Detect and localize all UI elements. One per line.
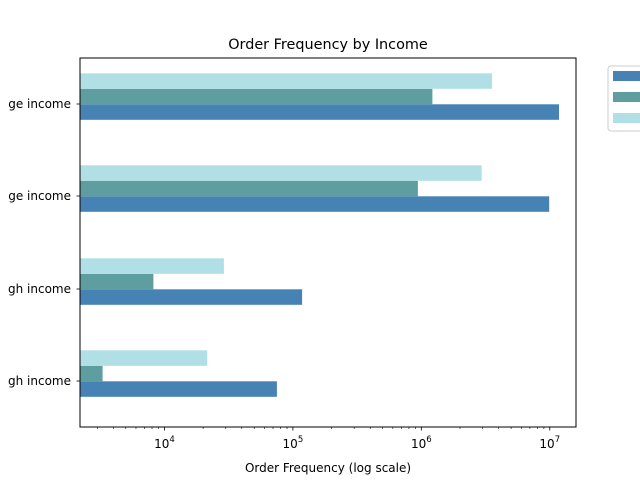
bar-series3-2 [80, 165, 482, 181]
bar-series1-2 [80, 196, 550, 212]
x-tick-label: 104 [154, 435, 175, 451]
bar-series1-1 [80, 104, 559, 120]
legend [607, 65, 640, 132]
x-tick-label: 105 [283, 435, 304, 451]
y-tick-label: ge income [8, 97, 71, 111]
legend-swatch-1 [613, 71, 640, 81]
bar-series2-2 [80, 180, 418, 197]
x-tick-label: 106 [411, 435, 432, 451]
y-tick-label: gh income [8, 374, 71, 388]
bar-series1-4 [80, 381, 277, 397]
bar-series2-1 [80, 88, 433, 105]
bar-series1-3 [80, 289, 303, 305]
chart-title: Order Frequency by Income [228, 37, 428, 53]
legend-swatch-2 [613, 92, 640, 102]
bar-series3-4 [80, 350, 208, 366]
bar-series3-3 [80, 258, 224, 274]
legend-swatch-3 [613, 113, 640, 123]
x-axis-ticks: 104 105 106 107 [97, 427, 560, 451]
x-axis-label: Order Frequency (log scale) [245, 461, 411, 475]
y-tick-label: ge income [8, 189, 71, 203]
bar-series3-1 [80, 73, 492, 89]
bar-series2-3 [80, 273, 154, 290]
bar-series2-4 [80, 365, 103, 382]
bars [80, 73, 559, 397]
plot-frame [79, 57, 577, 428]
y-axis-ticks: ge income ge income gh income gh income [8, 97, 80, 388]
y-tick-label: gh income [8, 282, 71, 296]
x-tick-label: 107 [539, 435, 560, 451]
